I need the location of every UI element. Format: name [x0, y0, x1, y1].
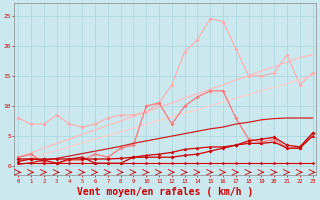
X-axis label: Vent moyen/en rafales ( km/h ): Vent moyen/en rafales ( km/h ) — [77, 187, 253, 197]
